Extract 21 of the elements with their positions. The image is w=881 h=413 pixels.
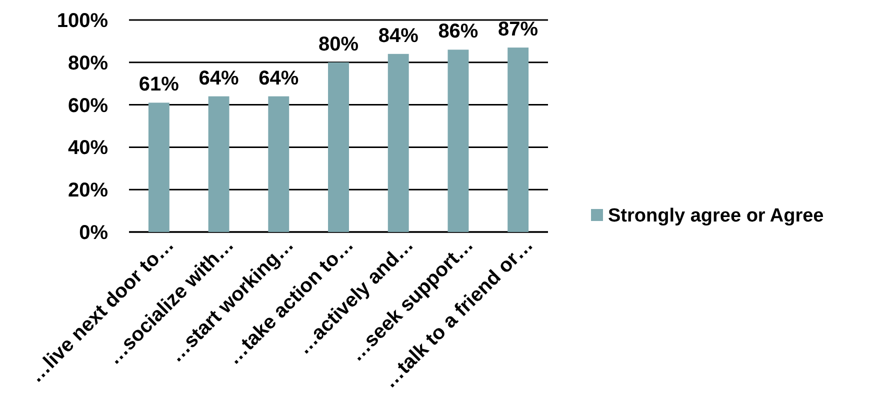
legend-label: Strongly agree or Agree <box>608 206 824 227</box>
bar <box>508 48 529 232</box>
bar <box>268 96 290 232</box>
data-label: 84% <box>378 24 419 47</box>
y-tick-label: 20% <box>68 180 108 202</box>
bar <box>208 96 230 232</box>
bar <box>448 50 469 232</box>
data-label: 86% <box>438 20 478 43</box>
y-tick-label: 60% <box>68 94 108 117</box>
y-tick-label: 40% <box>68 137 108 160</box>
data-label: 64% <box>198 67 240 90</box>
y-tick-label: 80% <box>68 52 108 74</box>
bar <box>148 102 170 232</box>
bar <box>328 62 349 232</box>
data-label: 61% <box>138 74 180 96</box>
data-label: 80% <box>318 33 359 56</box>
bar <box>388 54 409 232</box>
data-label: 87% <box>498 18 538 41</box>
y-tick-label: 0% <box>79 222 108 244</box>
y-tick-label: 100% <box>56 10 108 32</box>
data-label: 64% <box>258 67 299 90</box>
